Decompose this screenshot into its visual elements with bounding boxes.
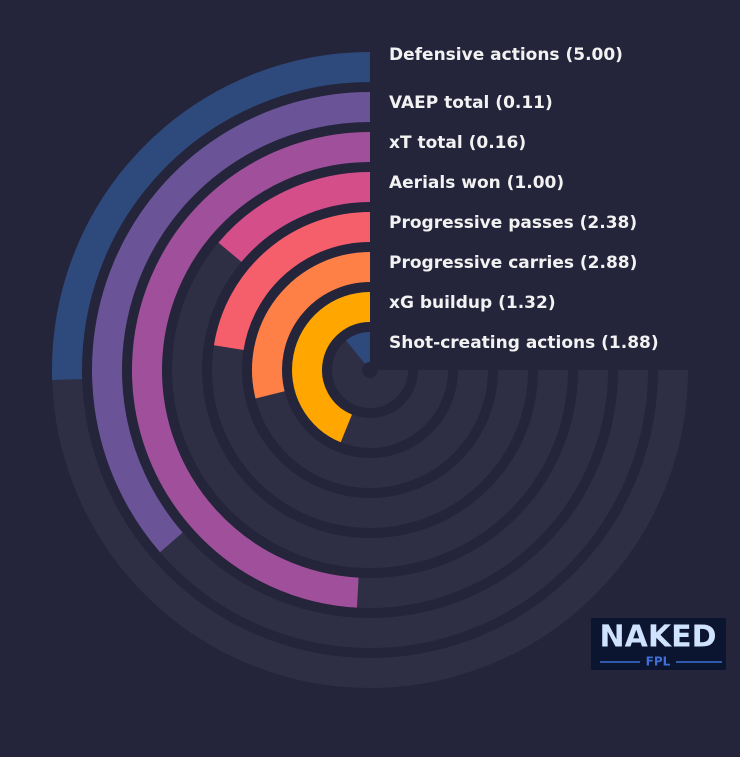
logo-subtext: FPL: [646, 655, 671, 669]
radial-bar: [52, 52, 371, 380]
logo: NAKED FPL: [591, 618, 726, 670]
bar-label: VAEP total (0.11): [389, 93, 553, 113]
logo-text: NAKED: [600, 620, 717, 655]
radial-bar: [292, 292, 371, 443]
bar-label: Progressive carries (2.88): [389, 253, 637, 273]
bar-label: Aerials won (1.00): [389, 173, 564, 193]
bar-label: xG buildup (1.32): [389, 293, 556, 313]
radial-bar: [252, 252, 371, 399]
bar-label: Progressive passes (2.38): [389, 213, 637, 233]
bar-label: Shot-creating actions (1.88): [389, 333, 659, 353]
radial-bar: [218, 172, 371, 263]
radial-bar: [92, 92, 371, 553]
radial-bar: [132, 132, 371, 608]
bar-label: xT total (0.16): [389, 133, 526, 153]
bar-label: Defensive actions (5.00): [389, 45, 623, 65]
radial-bar: [213, 212, 371, 351]
radial-bar: [346, 332, 372, 365]
